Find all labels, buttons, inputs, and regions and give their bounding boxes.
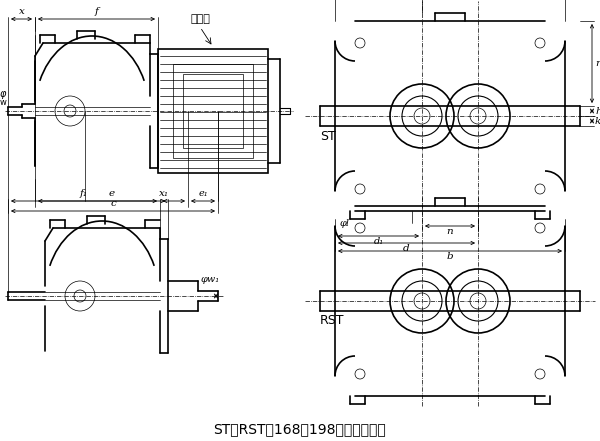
- Text: φl: φl: [340, 219, 350, 228]
- Text: ST: ST: [320, 130, 336, 142]
- Text: φw₁: φw₁: [200, 275, 220, 284]
- Text: w: w: [0, 98, 7, 107]
- Bar: [183, 74, 243, 148]
- Text: n: n: [446, 227, 454, 236]
- Text: 电动机: 电动机: [190, 14, 210, 24]
- Text: k: k: [595, 116, 600, 126]
- Bar: [158, 49, 268, 173]
- Text: ST、RST（168～198）外形尺寸图: ST、RST（168～198）外形尺寸图: [214, 422, 386, 436]
- Text: d₁: d₁: [373, 237, 383, 246]
- Text: b: b: [446, 252, 454, 261]
- Text: φ: φ: [0, 89, 6, 99]
- Text: e: e: [109, 189, 115, 198]
- Bar: [173, 64, 253, 158]
- Text: RST: RST: [320, 314, 344, 328]
- Text: f₁: f₁: [80, 189, 88, 198]
- Text: f: f: [95, 7, 98, 16]
- Text: c: c: [110, 199, 116, 208]
- Text: m: m: [595, 59, 600, 68]
- Text: d: d: [403, 244, 410, 253]
- Text: x: x: [19, 7, 25, 16]
- Text: e₁: e₁: [198, 189, 208, 198]
- Text: h: h: [595, 106, 600, 116]
- Text: x₁: x₁: [159, 189, 169, 198]
